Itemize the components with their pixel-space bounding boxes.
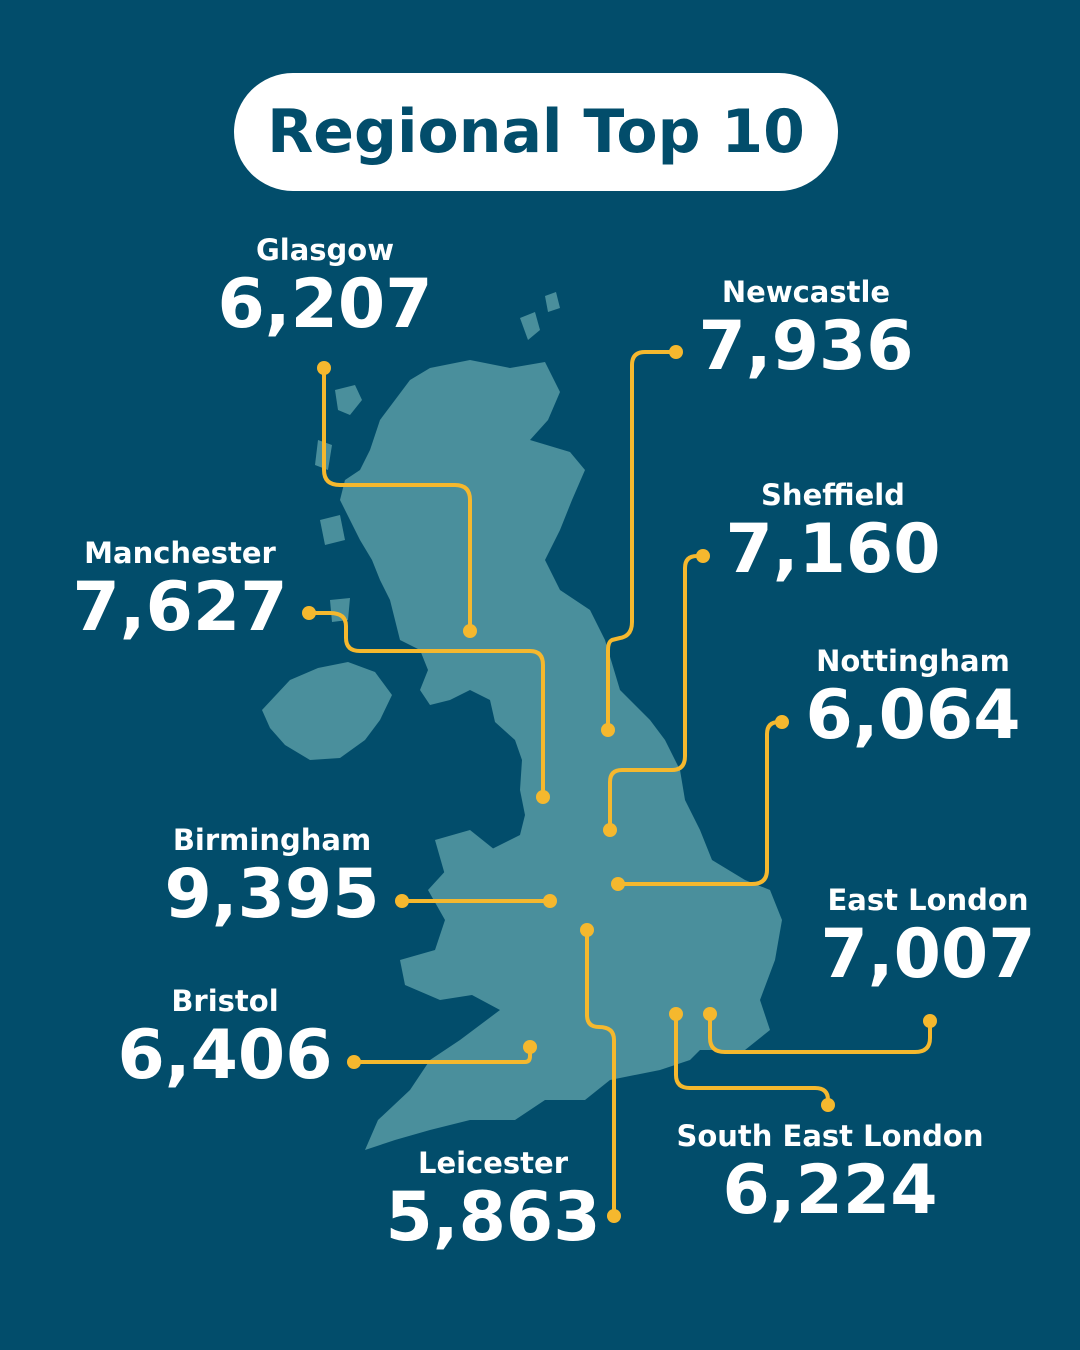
connector-lines xyxy=(307,350,932,1218)
dot-glasgow-map xyxy=(463,624,477,638)
connector-bristol xyxy=(352,1045,532,1064)
dot-sheffield-label xyxy=(696,549,710,563)
connector-sheffield xyxy=(608,554,705,832)
region-name: East London xyxy=(827,883,1029,917)
dot-nottingham-label xyxy=(775,715,789,729)
region-value: 5,863 xyxy=(385,1178,601,1257)
dot-east-london-map xyxy=(703,1007,717,1021)
dot-south-east-london-map xyxy=(669,1007,683,1021)
dot-bristol-label xyxy=(347,1055,361,1069)
connector-nottingham xyxy=(616,720,784,886)
island xyxy=(330,598,350,622)
island xyxy=(335,385,362,415)
land-masses xyxy=(262,292,782,1150)
dot-newcastle-map xyxy=(601,723,615,737)
connector-leicester xyxy=(585,928,616,1218)
region-name: Birmingham xyxy=(172,823,372,857)
great-britain-landmass xyxy=(340,360,782,1150)
connector-newcastle xyxy=(606,350,678,732)
region-manchester: Manchester 7,627 xyxy=(60,536,300,646)
page-title: Regional Top 10 xyxy=(267,97,805,167)
region-value: 6,064 xyxy=(805,676,1021,755)
region-value: 7,007 xyxy=(820,915,1036,994)
dot-manchester-map xyxy=(536,790,550,804)
dot-manchester-label xyxy=(302,606,316,620)
dot-leicester-label xyxy=(607,1209,621,1223)
region-leicester: Leicester 5,863 xyxy=(373,1146,613,1256)
connector-east-london xyxy=(708,1012,932,1054)
region-value: 9,395 xyxy=(164,855,380,934)
northern-ireland-landmass xyxy=(262,662,392,760)
dot-birmingham-label xyxy=(395,894,409,908)
island xyxy=(320,515,345,545)
title-badge: Regional Top 10 xyxy=(234,73,838,191)
connector-south-east-london xyxy=(674,1012,830,1107)
island xyxy=(545,292,560,312)
region-value: 6,207 xyxy=(217,265,433,344)
region-name: Newcastle xyxy=(721,275,891,309)
region-name: Bristol xyxy=(171,984,279,1018)
region-value: 6,224 xyxy=(722,1151,938,1230)
region-value: 7,160 xyxy=(725,510,941,589)
region-name: Manchester xyxy=(84,536,276,570)
wales-coast xyxy=(435,830,495,875)
region-value: 6,406 xyxy=(117,1016,333,1095)
region-nottingham: Nottingham 6,064 xyxy=(793,644,1033,754)
region-name: Leicester xyxy=(417,1146,569,1180)
region-east-london: East London 7,007 xyxy=(808,883,1048,993)
region-name: Glasgow xyxy=(255,233,395,267)
connector-dots xyxy=(302,345,937,1223)
region-newcastle: Newcastle 7,936 xyxy=(686,275,926,385)
dot-nottingham-map xyxy=(611,877,625,891)
dot-leicester-map xyxy=(580,923,594,937)
dot-sheffield-map xyxy=(603,823,617,837)
connector-glasgow xyxy=(322,366,472,633)
dot-east-london-label xyxy=(923,1014,937,1028)
dot-newcastle-label xyxy=(669,345,683,359)
dot-south-east-london-label xyxy=(821,1098,835,1112)
region-sheffield: Sheffield 7,160 xyxy=(713,478,953,588)
region-value: 7,936 xyxy=(698,307,914,386)
dot-birmingham-map xyxy=(543,894,557,908)
region-name: South East London xyxy=(676,1119,984,1153)
region-bristol: Bristol 6,406 xyxy=(105,984,345,1094)
region-name: Nottingham xyxy=(816,644,1010,678)
region-value: 7,627 xyxy=(72,568,288,647)
dot-bristol-map xyxy=(523,1040,537,1054)
island xyxy=(520,312,540,340)
region-birmingham: Birmingham 9,395 xyxy=(152,823,392,933)
region-name: Sheffield xyxy=(761,478,905,512)
region-south-east-london: South East London 6,224 xyxy=(660,1119,1000,1229)
connector-manchester xyxy=(307,611,545,799)
region-glasgow: Glasgow 6,207 xyxy=(205,233,445,343)
dot-glasgow-label xyxy=(317,361,331,375)
